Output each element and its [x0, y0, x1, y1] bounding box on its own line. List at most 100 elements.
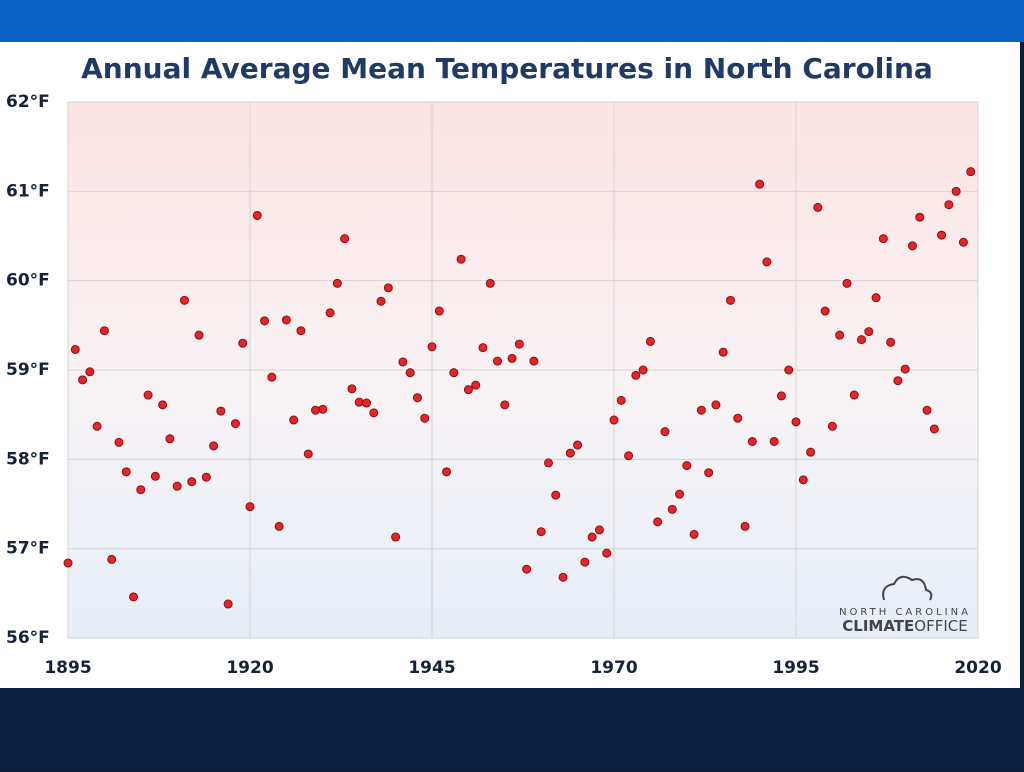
- point: [842, 278, 852, 288]
- point: [420, 413, 430, 423]
- x-tick-label: 1945: [408, 658, 455, 678]
- point: [92, 421, 102, 431]
- point: [281, 315, 291, 325]
- point: [463, 385, 473, 395]
- point: [725, 295, 735, 305]
- point: [201, 472, 211, 482]
- y-tick-label: 57°F: [6, 539, 50, 559]
- y-tick-label: 59°F: [6, 360, 50, 380]
- point: [361, 398, 371, 408]
- point: [922, 405, 932, 415]
- point: [274, 521, 284, 531]
- point: [121, 467, 131, 477]
- x-tick-label: 1895: [44, 658, 91, 678]
- x-tick-label: 1970: [590, 658, 637, 678]
- point: [471, 380, 481, 390]
- point: [675, 489, 685, 499]
- logo: NORTH CAROLINA CLIMATEOFFICE: [839, 575, 971, 635]
- point: [755, 179, 765, 189]
- point: [216, 406, 226, 416]
- point: [172, 481, 182, 491]
- point: [682, 461, 692, 471]
- point: [85, 367, 95, 377]
- logo-line1: NORTH CAROLINA: [839, 607, 971, 618]
- point: [907, 241, 917, 251]
- point: [529, 356, 539, 366]
- point: [514, 339, 524, 349]
- point: [704, 468, 714, 478]
- point: [129, 592, 139, 602]
- point: [835, 330, 845, 340]
- point: [340, 234, 350, 244]
- point: [711, 400, 721, 410]
- point: [376, 296, 386, 306]
- point: [99, 326, 109, 336]
- point: [878, 234, 888, 244]
- chart-title: Annual Average Mean Temperatures in Nort…: [81, 52, 933, 85]
- point: [944, 200, 954, 210]
- point: [405, 368, 415, 378]
- point: [806, 447, 816, 457]
- point: [609, 415, 619, 425]
- point: [194, 330, 204, 340]
- point: [522, 564, 532, 574]
- point: [179, 295, 189, 305]
- point: [478, 343, 488, 353]
- point: [886, 337, 896, 347]
- y-tick-label: 56°F: [6, 628, 50, 648]
- top-band: [0, 0, 1024, 42]
- point: [449, 368, 459, 378]
- point: [594, 525, 604, 535]
- point: [718, 347, 728, 357]
- point: [624, 451, 634, 461]
- point: [864, 327, 874, 337]
- point: [667, 504, 677, 514]
- point: [332, 278, 342, 288]
- point: [602, 548, 612, 558]
- point: [209, 441, 219, 451]
- point: [813, 202, 823, 212]
- point: [289, 415, 299, 425]
- point: [798, 475, 808, 485]
- point: [427, 342, 437, 352]
- point: [412, 393, 422, 403]
- point: [616, 395, 626, 405]
- point: [238, 338, 248, 348]
- point: [230, 419, 240, 429]
- point: [136, 485, 146, 495]
- point: [747, 436, 757, 446]
- point: [391, 532, 401, 542]
- point: [893, 376, 903, 386]
- point: [573, 440, 583, 450]
- point: [951, 186, 961, 196]
- logo-cloud: [882, 575, 933, 601]
- point: [937, 230, 947, 240]
- point: [78, 375, 88, 385]
- point: [63, 558, 73, 568]
- point: [929, 424, 939, 434]
- point: [70, 344, 80, 354]
- point: [267, 372, 277, 382]
- point: [587, 532, 597, 542]
- point: [187, 477, 197, 487]
- point: [165, 434, 175, 444]
- y-tick-label: 61°F: [6, 181, 50, 201]
- point: [689, 529, 699, 539]
- point: [260, 316, 270, 326]
- y-tick-label: 60°F: [6, 271, 50, 291]
- point: [325, 308, 335, 318]
- point: [442, 467, 452, 477]
- point: [631, 370, 641, 380]
- point: [900, 364, 910, 374]
- point: [551, 490, 561, 500]
- point: [398, 357, 408, 367]
- point: [543, 458, 553, 468]
- point: [536, 527, 546, 537]
- x-tick-label: 1920: [226, 658, 273, 678]
- bottom-band: [0, 688, 1024, 768]
- point: [347, 384, 357, 394]
- point: [857, 335, 867, 345]
- point: [558, 572, 568, 582]
- point: [653, 517, 663, 527]
